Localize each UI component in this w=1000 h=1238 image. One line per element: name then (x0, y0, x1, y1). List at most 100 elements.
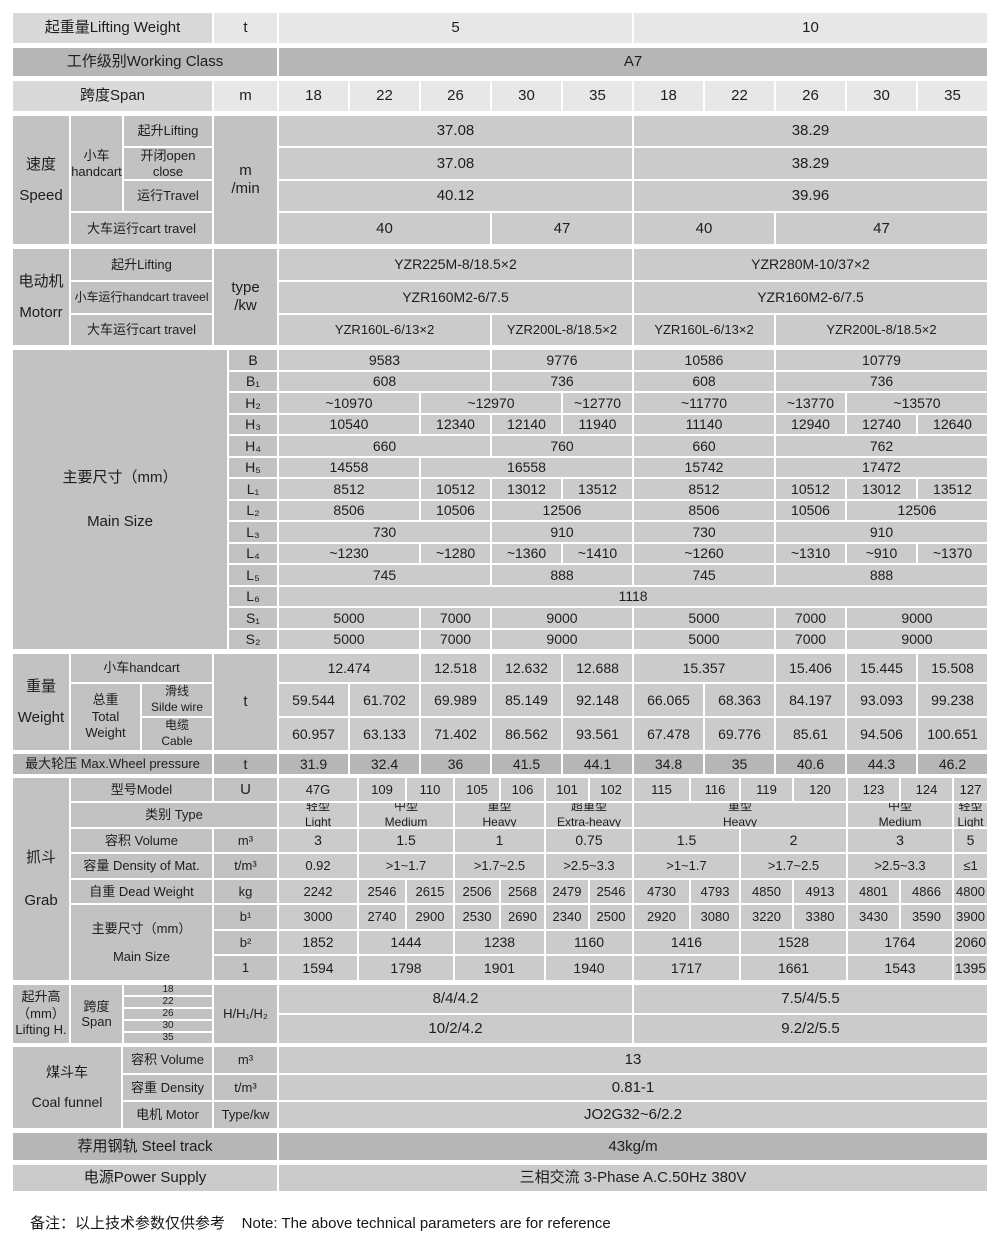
cell-main_size-rows-10-values-0: 745 (278, 564, 491, 586)
cell-weight-handcart-values-3: 12.688 (562, 653, 633, 683)
cell-weight-silde_wire-values-4: 92.148 (562, 683, 633, 717)
cell-speed-rows-1-values-1: 38.29 (633, 147, 988, 180)
cell-grab-b1-values-4: 2690 (500, 904, 545, 930)
cell-main_size-rows-8-values-2: 730 (633, 521, 775, 543)
cell-weight-unit: t (213, 653, 278, 751)
cell-main_size-rows-6-label: L₁ (228, 478, 278, 500)
cell-main_size-rows-7-values-1: 10506 (420, 500, 491, 521)
cell-lifting_height-span_values-3: 30 (123, 1020, 213, 1032)
cell-grab-dead_weight-label: 自重 Dead Weight (70, 879, 213, 904)
cell-grab-density-values-0: 0.92 (278, 853, 358, 879)
cell-motor-rows-2-values-3: YZR200L-8/18.5×2 (775, 314, 988, 346)
cell-speed-rows-0-label: 起升Lifting (123, 115, 213, 147)
cell-main_size-rows-2-label: H₂ (228, 392, 278, 414)
cell-main_size-rows-9-values-2: ~1360 (491, 543, 562, 564)
cell-weight-cable-label: 电缆 Cable (141, 717, 213, 751)
cell-weight-silde_wire-values-5: 66.065 (633, 683, 704, 717)
cell-header-span-unit: m (213, 80, 278, 112)
cell-main_size-rows-6-values-7: 13512 (917, 478, 988, 500)
cell-grab-volume-values-1: 1.5 (358, 828, 454, 853)
cell-main_size-rows-3-values-7: 12640 (917, 414, 988, 435)
cell-lifting_height-span_values-2: 26 (123, 1008, 213, 1020)
cell-header-span-values-4: 35 (562, 80, 633, 112)
cell-header-lifting_weight-values-1: 10 (633, 12, 988, 44)
cell-weight-cable-values-1: 63.133 (349, 717, 420, 751)
cell-main_size-rows-12-values-1: 7000 (420, 607, 491, 629)
cell-main_size-rows-12-label: S₁ (228, 607, 278, 629)
cell-header-lifting_weight-label: 起重量Lifting Weight (12, 12, 213, 44)
cell-header-span-values-2: 26 (420, 80, 491, 112)
cell-lifting_height-span_label: 跨度 Span (70, 984, 123, 1044)
cell-header-lifting_weight-values-0: 5 (278, 12, 633, 44)
cell-main_size-rows-0-label: B (228, 349, 278, 371)
cell-weight-cable-values-3: 86.562 (491, 717, 562, 751)
cell-grab-volume-values-6: 3 (847, 828, 953, 853)
cell-grab-b1-values-10: 3380 (793, 904, 847, 930)
cell-main_size-rows-7-values-3: 8506 (633, 500, 775, 521)
cell-max_wheel-values-6: 35 (704, 753, 775, 775)
cell-weight-handcart-values-4: 15.357 (633, 653, 775, 683)
cell-main_size-rows-13-values-3: 5000 (633, 629, 775, 650)
cell-main_size-rows-3-values-5: 12940 (775, 414, 846, 435)
cell-grab-dead_weight-values-0: 2242 (278, 879, 358, 904)
cell-motor-rows-0-label: 起升Lifting (70, 248, 213, 281)
cell-grab-volume-values-0: 3 (278, 828, 358, 853)
cell-weight-cable-values-9: 100.651 (917, 717, 988, 751)
cell-grab-l-values-3: 1940 (545, 955, 633, 981)
cell-motor-outer: 电动机 Motorr (12, 248, 70, 346)
cell-main_size-rows-2-values-1: ~12970 (420, 392, 562, 414)
cell-weight-silde_wire-values-2: 69.989 (420, 683, 491, 717)
cell-grab-b2-values-5: 1528 (740, 930, 847, 955)
cell-speed-rows-0-values-1: 38.29 (633, 115, 988, 147)
cell-grab-l-values-1: 1798 (358, 955, 454, 981)
cell-grab-b1-values-0: 3000 (278, 904, 358, 930)
cell-grab-model-values-8: 116 (690, 777, 740, 802)
cell-coal_funnel-rows-1-value: 0.81-1 (278, 1074, 988, 1101)
cell-grab-dead_weight-values-11: 4801 (847, 879, 900, 904)
cell-main_size-rows-3-label: H₃ (228, 414, 278, 435)
cell-motor-rows-0-values-1: YZR280M-10/37×2 (633, 248, 988, 281)
cell-main_size-rows-9-values-3: ~1410 (562, 543, 633, 564)
cell-main_size-rows-5-values-2: 15742 (633, 457, 775, 478)
cell-weight-handcart-label: 小车handcart (70, 653, 213, 683)
cell-main_size-rows-9-values-0: ~1230 (278, 543, 420, 564)
cell-motor-rows-2-values-0: YZR160L-6/13×2 (278, 314, 491, 346)
cell-grab-b1-values-9: 3220 (740, 904, 793, 930)
cell-grab-dead_weight-values-3: 2506 (454, 879, 500, 904)
cell-main_size-rows-3-values-6: 12740 (846, 414, 917, 435)
cell-main_size-rows-9-values-4: ~1260 (633, 543, 775, 564)
cell-grab-l-values-2: 1901 (454, 955, 545, 981)
cell-motor-rows-1-values-1: YZR160M2-6/7.5 (633, 281, 988, 314)
cell-grab-model-values-9: 119 (740, 777, 793, 802)
cell-speed-rows-3-values-3: 47 (775, 212, 988, 245)
cell-speed-rows-3-values-0: 40 (278, 212, 491, 245)
cell-grab-l-values-4: 1717 (633, 955, 740, 981)
cell-main_size-rows-11-label: L₆ (228, 586, 278, 607)
cell-main_size-rows-1-values-1: 736 (491, 371, 633, 392)
cell-grab-dead_weight-values-7: 4730 (633, 879, 690, 904)
cell-grab-model-values-11: 123 (847, 777, 900, 802)
cell-speed-rows-3-values-1: 47 (491, 212, 633, 245)
cell-grab-b2-values-7: 2060 (953, 930, 988, 955)
cell-grab-b2-values-6: 1764 (847, 930, 953, 955)
cell-grab-b1-values-3: 2530 (454, 904, 500, 930)
cell-coal_funnel-rows-0-label: 容积 Volume (122, 1046, 213, 1074)
cell-main_size-rows-2-values-0: ~10970 (278, 392, 420, 414)
cell-grab-model-values-7: 115 (633, 777, 690, 802)
cell-grab-type-values-2: 重型 Heavy (454, 802, 545, 828)
cell-main_size-rows-7-label: L₂ (228, 500, 278, 521)
cell-grab-dead_weight-values-4: 2568 (500, 879, 545, 904)
cell-header-span-values-0: 18 (278, 80, 349, 112)
cell-grab-volume-label: 容积 Volume (70, 828, 213, 853)
cell-grab-model-values-1: 109 (358, 777, 406, 802)
cell-grab-model-values-3: 105 (454, 777, 500, 802)
cell-grab-density-values-5: >1.7~2.5 (740, 853, 847, 879)
cell-max_wheel-values-7: 40.6 (775, 753, 846, 775)
cell-main_size-rows-2-values-4: ~13770 (775, 392, 846, 414)
cell-max_wheel-label: 最大轮压 Max.Wheel pressure (12, 753, 213, 775)
cell-power_supply-label: 电源Power Supply (12, 1164, 278, 1192)
cell-main_size-rows-5-label: H₅ (228, 457, 278, 478)
cell-max_wheel-values-3: 41.5 (491, 753, 562, 775)
cell-grab-volume-values-7: 5 (953, 828, 988, 853)
cell-speed-rows-1-label: 开闭open close (123, 147, 213, 180)
